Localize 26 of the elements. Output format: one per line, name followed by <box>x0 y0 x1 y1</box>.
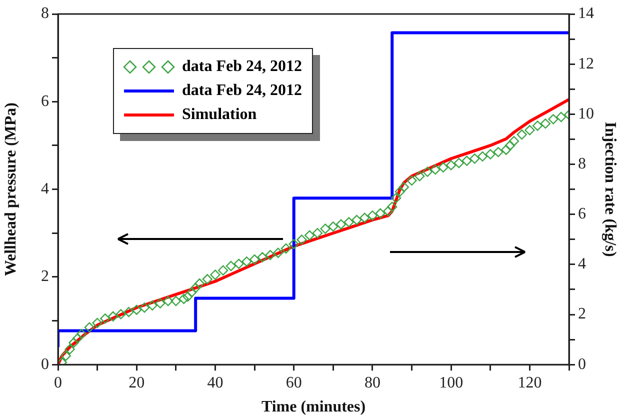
x-tick-label: 20 <box>128 374 145 392</box>
y2-tick-label: 0 <box>578 356 586 373</box>
x-axis-title: Time (minutes) <box>261 398 366 416</box>
y-axis-title: Wellhead pressure (MPa) <box>2 102 20 276</box>
x-tick-label: 80 <box>364 374 380 392</box>
legend-label: data Feb 24, 2012 <box>182 82 302 100</box>
y2-tick-label: 4 <box>578 256 586 273</box>
x-tick-label: 0 <box>54 374 62 392</box>
x-tick-label: 40 <box>207 374 224 392</box>
y2-tick-label: 10 <box>578 105 594 122</box>
x-tick-label: 120 <box>518 374 542 392</box>
legend-label: Simulation <box>182 106 257 124</box>
y-tick-label: 4 <box>41 180 49 198</box>
y-tick-label: 8 <box>41 5 49 22</box>
x-tick-label: 60 <box>286 374 302 392</box>
y2-tick-label: 6 <box>578 206 586 223</box>
y2-tick-label: 14 <box>578 5 594 22</box>
legend-label: data Feb 24, 2012 <box>182 58 302 76</box>
y-tick-label: 2 <box>41 268 49 286</box>
y2-tick-label: 8 <box>578 155 586 172</box>
y2-tick-label: 12 <box>578 55 594 72</box>
y2-axis-title: Injection rate (kg/s) <box>601 122 618 257</box>
y-tick-label: 6 <box>41 92 49 110</box>
y2-tick-label: 2 <box>578 306 586 323</box>
y-tick-label: 0 <box>41 356 49 373</box>
x-tick-label: 100 <box>439 374 464 392</box>
